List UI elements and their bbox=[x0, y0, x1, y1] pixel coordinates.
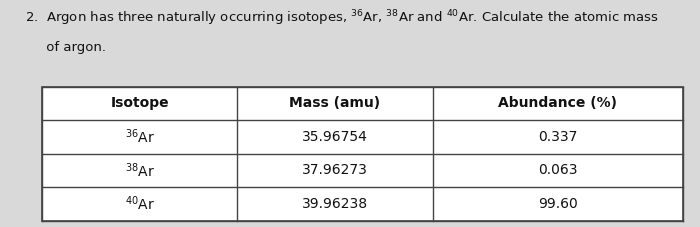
Text: 2.  Argon has three naturally occurring isotopes, $^{36}$Ar, $^{38}$Ar and $^{40: 2. Argon has three naturally occurring i… bbox=[25, 8, 658, 27]
Text: 99.60: 99.60 bbox=[538, 197, 578, 211]
Text: $^{36}$Ar: $^{36}$Ar bbox=[125, 128, 155, 146]
Text: 0.063: 0.063 bbox=[538, 163, 578, 178]
Text: Mass (amu): Mass (amu) bbox=[290, 96, 381, 111]
Text: 39.96238: 39.96238 bbox=[302, 197, 368, 211]
Text: Isotope: Isotope bbox=[111, 96, 169, 111]
Text: $^{38}$Ar: $^{38}$Ar bbox=[125, 161, 155, 180]
Text: 0.337: 0.337 bbox=[538, 130, 578, 144]
Text: 37.96273: 37.96273 bbox=[302, 163, 368, 178]
Text: $^{40}$Ar: $^{40}$Ar bbox=[125, 195, 155, 213]
Text: 35.96754: 35.96754 bbox=[302, 130, 368, 144]
FancyBboxPatch shape bbox=[42, 87, 682, 221]
Text: Abundance (%): Abundance (%) bbox=[498, 96, 617, 111]
Text: of argon.: of argon. bbox=[25, 41, 106, 54]
